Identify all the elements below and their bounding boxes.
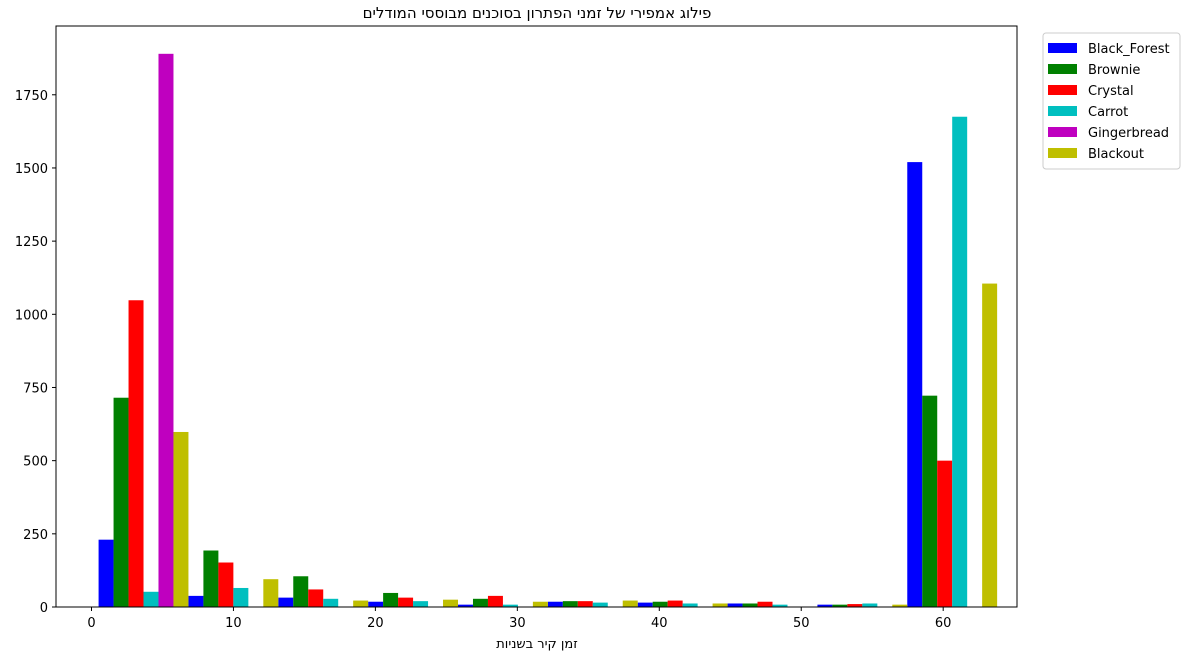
bar bbox=[622, 600, 638, 607]
y-tick-label: 1500 bbox=[15, 162, 48, 177]
y-tick-label: 500 bbox=[23, 455, 48, 470]
bar bbox=[772, 604, 788, 607]
bar bbox=[637, 602, 653, 607]
series-brownie bbox=[113, 395, 938, 607]
legend-frame bbox=[1042, 32, 1181, 170]
legend-swatch bbox=[1048, 43, 1077, 53]
bar bbox=[353, 600, 369, 607]
bar bbox=[847, 604, 863, 607]
series-carrot bbox=[143, 116, 968, 608]
bar bbox=[472, 598, 488, 607]
bar bbox=[982, 283, 998, 607]
x-tick-label: 40 bbox=[651, 616, 668, 631]
bar bbox=[937, 460, 953, 607]
bar bbox=[577, 601, 593, 607]
y-tick-label: 1750 bbox=[15, 89, 48, 104]
bar bbox=[413, 601, 429, 607]
legend-label: Blackout bbox=[1088, 147, 1144, 162]
legend-label: Brownie bbox=[1088, 63, 1140, 78]
bar bbox=[383, 592, 399, 607]
series-black-forest bbox=[98, 162, 923, 607]
x-tick-label: 20 bbox=[367, 616, 384, 631]
bar bbox=[682, 603, 698, 607]
bar bbox=[398, 597, 414, 607]
bar bbox=[652, 601, 668, 607]
bar bbox=[278, 597, 294, 607]
bar bbox=[592, 602, 608, 607]
y-tick-label: 750 bbox=[23, 381, 48, 396]
bar bbox=[323, 598, 339, 607]
legend-swatch bbox=[1048, 127, 1077, 137]
bar bbox=[233, 587, 249, 607]
bar bbox=[98, 539, 114, 607]
bar bbox=[443, 599, 459, 607]
bar bbox=[143, 591, 159, 607]
bar bbox=[862, 603, 878, 607]
bar bbox=[817, 604, 833, 607]
bar bbox=[263, 579, 279, 607]
legend-swatch bbox=[1048, 64, 1077, 74]
bar bbox=[502, 604, 518, 607]
bar bbox=[952, 116, 968, 608]
bar bbox=[368, 601, 384, 607]
x-tick-label: 50 bbox=[793, 616, 810, 631]
y-tick-label: 0 bbox=[40, 601, 48, 616]
legend-item: Black_Forest bbox=[1048, 42, 1170, 57]
chart-title: פילוג אמפירי של זמני הפתרון בסוכנים מבוס… bbox=[363, 4, 712, 22]
bar bbox=[742, 603, 758, 607]
bar bbox=[562, 601, 578, 607]
legend-item: Crystal bbox=[1048, 84, 1134, 99]
bar bbox=[547, 601, 563, 607]
bar bbox=[487, 595, 503, 607]
bar bbox=[907, 162, 923, 607]
bar bbox=[188, 595, 204, 607]
legend-swatch bbox=[1048, 148, 1077, 158]
bar bbox=[203, 550, 219, 607]
bar bbox=[113, 397, 129, 607]
plot-frame bbox=[55, 25, 1018, 608]
bar bbox=[218, 562, 234, 607]
bar bbox=[892, 604, 908, 607]
bar bbox=[158, 53, 174, 608]
x-axis-label: זמן קיר בשניות bbox=[496, 637, 578, 651]
series-blackout bbox=[173, 283, 998, 607]
bar bbox=[667, 600, 683, 607]
legend-label: Carrot bbox=[1088, 105, 1128, 120]
bar bbox=[293, 576, 309, 607]
legend: Black_Forest Brownie Crystal Carrot Gingerbr… bbox=[1042, 32, 1181, 170]
bar bbox=[922, 395, 938, 607]
bar bbox=[173, 431, 189, 607]
legend-swatch bbox=[1048, 85, 1077, 95]
plot-area: 0 10 20 30 40 50 60 0 250 500 750 1000 1250 1500 1750 bbox=[15, 25, 1018, 631]
legend-label: Gingerbread bbox=[1088, 126, 1169, 141]
bar bbox=[727, 603, 743, 607]
x-tick-label: 0 bbox=[87, 616, 95, 631]
series-gingerbread bbox=[158, 53, 174, 608]
bar bbox=[458, 604, 473, 607]
y-tick-label: 1250 bbox=[15, 235, 48, 250]
y-tick-label: 1000 bbox=[15, 308, 48, 323]
y-tick-label: 250 bbox=[23, 528, 48, 543]
legend-label: Black_Forest bbox=[1088, 42, 1170, 57]
x-tick-label: 10 bbox=[225, 616, 242, 631]
bar bbox=[757, 601, 773, 607]
bar bbox=[128, 300, 144, 607]
bar bbox=[712, 603, 728, 607]
bar bbox=[308, 589, 324, 607]
legend-item: Brownie bbox=[1048, 63, 1140, 78]
legend-item: Blackout bbox=[1048, 147, 1144, 162]
x-tick-label: 30 bbox=[509, 616, 526, 631]
legend-label: Crystal bbox=[1088, 84, 1134, 99]
bar bbox=[532, 601, 548, 607]
legend-item: Gingerbread bbox=[1048, 126, 1169, 141]
x-tick-label: 60 bbox=[935, 616, 952, 631]
series-crystal bbox=[128, 300, 953, 607]
bar bbox=[832, 604, 848, 607]
legend-item: Carrot bbox=[1048, 105, 1128, 120]
legend-swatch bbox=[1048, 106, 1077, 116]
